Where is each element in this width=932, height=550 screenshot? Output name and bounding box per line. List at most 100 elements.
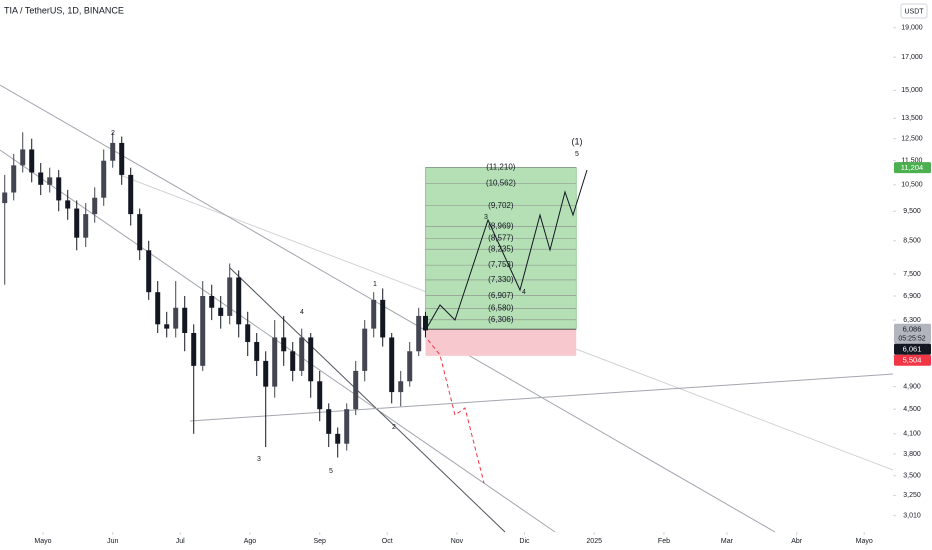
candle-body [200,295,206,366]
x-tick-label: Ago [244,538,257,545]
candle-body [308,337,314,382]
price-tag-label: 6,061 [903,345,922,354]
wave-label: 3 [484,214,488,221]
countdown: 05:25:52 [898,335,925,342]
candle-body [110,142,116,161]
level-label: (8,577) [488,233,514,242]
y-tick-label: 7,500 [903,271,921,278]
x-tick-label: Dic [519,538,530,545]
y-tick-label: 12,500 [901,135,923,142]
wave-label: (1) [572,136,583,146]
wave-label: 3 [257,456,261,463]
candle-body [245,324,251,342]
candle-body [47,177,53,185]
candle-body [20,149,26,166]
level-label: (9,702) [488,201,514,210]
alt-projection [427,339,485,484]
candle-body [380,299,386,338]
candle-body [317,381,323,410]
level-label: (8,235) [488,244,514,253]
wave-label: 5 [329,468,333,475]
level-label: (7,330) [488,275,514,284]
candle-body [2,192,8,204]
y-tick-label: 3,500 [903,473,921,480]
y-tick-label: 6,900 [903,293,921,300]
price-tag [894,162,931,174]
x-tick-label: 2025 [586,538,602,545]
candle-body [209,295,215,308]
price-tag-label: 6,086 [903,325,922,334]
level-label: (6,907) [488,291,514,300]
candle-body [344,409,350,444]
candle-body [92,197,98,215]
candle-body [335,433,341,444]
x-tick-label: Mayo [856,538,873,545]
candle-body [227,277,233,316]
price-tag [894,343,931,355]
y-tick-label: 4,100 [903,431,921,438]
candle-body [191,333,197,366]
candle-body [254,341,260,361]
candle-body [155,292,161,325]
wave-label: 4 [300,309,304,316]
candle-body [29,149,35,173]
candle-body [182,307,188,334]
price-tag-label: 11,204 [901,163,923,172]
candle-body [173,307,179,329]
wave-label: 4 [522,289,526,296]
candle-body [389,337,395,393]
candle-body [11,165,17,193]
x-tick-label: Nov [451,538,464,545]
level-label: (6,306) [488,315,514,324]
wave-label: 1 [373,281,377,288]
stop-zone [425,329,577,356]
candle-body [119,142,125,175]
candle-body [56,177,62,201]
projection [424,169,588,484]
x-tick-label: Oct [382,538,393,545]
candle-body [272,337,278,387]
candle-body [299,337,305,371]
y-tick-label: 3,010 [903,513,921,520]
price-tag [894,354,931,366]
support-line [189,373,894,422]
candle-body [263,360,269,387]
candles [2,132,428,458]
y-tick-label: 9,500 [903,208,921,215]
y-tick-label: 11,500 [902,158,923,165]
candle-body [416,315,422,352]
wave-label: 2 [111,130,115,137]
candle-body [146,250,152,293]
level-label: (10,562) [486,178,516,187]
x-tick-label: Feb [658,538,670,545]
candle-body [101,160,107,198]
wave-projection [424,169,588,332]
level-label: (11,210) [486,163,516,172]
currency-box[interactable] [900,3,928,19]
candle-body [290,351,296,371]
candle-body [326,409,332,434]
price-tag [894,323,931,344]
y-tick-label: 13,500 [901,115,923,122]
x-tick-label: Sep [313,538,326,545]
x-tick-label: Abr [791,538,803,545]
y-tick-label: 15,000 [901,87,923,94]
candle-body [164,324,170,329]
y-tick-label: 4,500 [903,406,921,413]
price-tag-label: 5,504 [903,356,922,365]
candle-body [83,214,89,238]
level-label: (7,753) [488,260,514,269]
currency: USDT [904,8,924,15]
candle-body [218,307,224,316]
level-label: (6,580) [488,304,514,313]
wave-label: 5 [575,151,579,158]
candle-body [371,299,377,329]
y-tick-label: 3,250 [903,492,921,499]
candle-body [137,214,143,251]
candle-body [398,381,404,393]
wave-label: 2 [392,424,396,431]
candle-body [65,200,71,209]
y-tick-label: 17,000 [901,54,923,61]
level-label: (8,969) [488,222,514,231]
